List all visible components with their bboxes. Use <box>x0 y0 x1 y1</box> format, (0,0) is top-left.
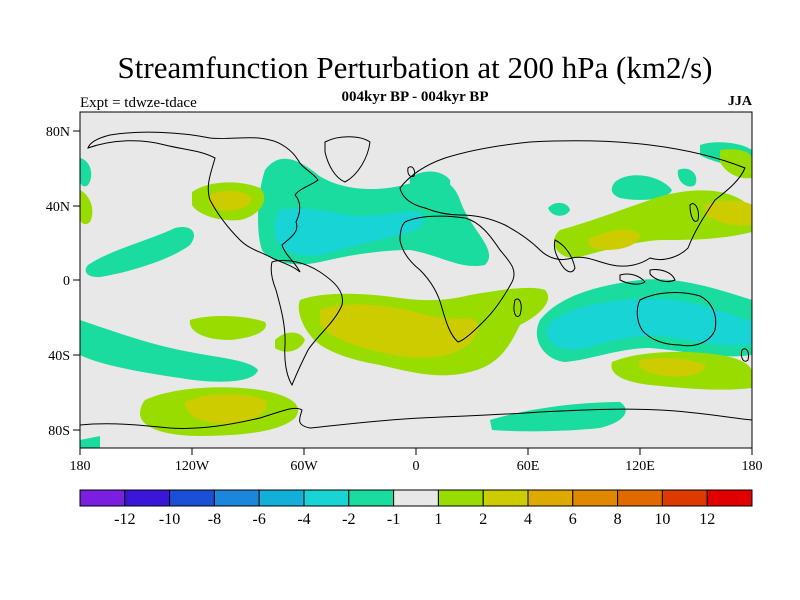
colorbar-box <box>124 489 171 507</box>
contour-region <box>490 402 626 432</box>
colorbar-label: 2 <box>479 511 487 528</box>
colorbar-label: -12 <box>114 511 135 528</box>
coastline-madagascar <box>513 298 522 317</box>
colorbar-box <box>169 489 215 507</box>
contour-region <box>80 190 93 225</box>
coastline-indonesia <box>619 273 646 285</box>
y-tick-label: 80S <box>48 424 70 439</box>
contour-region <box>546 298 752 350</box>
coastline-eurasia <box>399 140 746 267</box>
colorbar-box <box>79 489 126 507</box>
colorbar <box>79 489 753 507</box>
y-tick-label: 40N <box>46 200 70 215</box>
x-tick-label: 120W <box>175 459 210 474</box>
contour-region <box>611 175 672 200</box>
x-tick-label: 60E <box>517 459 540 474</box>
coastline-indonesia <box>649 269 676 283</box>
colorbar-label: -10 <box>159 511 180 528</box>
colorbar-label: -8 <box>208 511 221 528</box>
y-tick-label: 80N <box>46 125 70 140</box>
contour-fill-layer <box>80 142 752 448</box>
plot-title: Streamfunction Perturbation at 200 hPa (… <box>117 50 713 85</box>
colorbar-box <box>661 489 708 507</box>
colorbar-label: -4 <box>297 511 310 528</box>
colorbar-label: 4 <box>524 511 532 528</box>
colorbar-label: 6 <box>569 511 577 528</box>
coastline-new-zealand <box>741 348 749 362</box>
contour-region <box>588 229 640 250</box>
colorbar-box <box>482 489 529 507</box>
contour-region <box>85 226 195 278</box>
coastline-british-isles <box>407 166 415 177</box>
contour-region <box>80 436 100 448</box>
colorbar-box <box>527 489 574 507</box>
coastline-south-america <box>270 259 344 387</box>
x-tick-label: 120E <box>625 459 655 474</box>
x-tick-label: 0 <box>413 459 420 474</box>
colorbar-box <box>706 489 753 507</box>
colorbar-label: 8 <box>614 511 622 528</box>
contour-region <box>185 394 267 424</box>
colorbar-label: 1 <box>434 511 442 528</box>
contour-region <box>705 200 752 226</box>
axis-ticks <box>73 130 753 455</box>
colorbar-label: -1 <box>387 511 400 528</box>
colorbar-label: 12 <box>699 511 715 528</box>
contour-region <box>320 304 479 358</box>
colorbar-box <box>258 489 305 507</box>
colorbar-label: 10 <box>654 511 670 528</box>
coastline-india <box>553 239 576 273</box>
contour-region <box>80 320 258 382</box>
x-tick-label: 180 <box>742 459 763 474</box>
contour-region <box>189 316 266 340</box>
coastline-australia <box>636 292 717 347</box>
y-tick-label: 40S <box>48 349 70 364</box>
contour-region <box>80 158 92 187</box>
season-label: JJA <box>727 94 752 109</box>
coastline-north-america <box>87 131 319 273</box>
x-tick-label: 60W <box>290 459 318 474</box>
contour-region <box>638 357 705 377</box>
y-tick-label: 0 <box>63 274 70 289</box>
colorbar-label: -6 <box>253 511 266 528</box>
colorbar-box <box>213 489 260 507</box>
plot-subtitle: 004kyr BP - 004kyr BP <box>341 89 489 105</box>
x-tick-label: 180 <box>70 459 91 474</box>
contour-region <box>409 171 451 193</box>
colorbar-box <box>572 489 619 507</box>
colorbar-box <box>303 489 350 507</box>
contour-region <box>275 332 305 352</box>
contour-region <box>274 208 424 256</box>
colorbar-box <box>348 489 395 507</box>
coastline-japan <box>689 203 699 222</box>
experiment-label: Expt = tdwze-tdace <box>80 95 197 111</box>
colorbar-label: -2 <box>342 511 355 528</box>
colorbar-box <box>617 489 663 507</box>
contour-region <box>677 168 697 187</box>
contour-region <box>548 202 570 216</box>
colorbar-box <box>437 489 484 507</box>
coastline-layer <box>80 131 752 429</box>
coastline-antarctica <box>80 407 752 429</box>
coastline-greenland <box>324 136 371 183</box>
coastline-africa <box>399 215 515 343</box>
contour-region <box>208 190 252 211</box>
colorbar-box <box>393 489 439 507</box>
